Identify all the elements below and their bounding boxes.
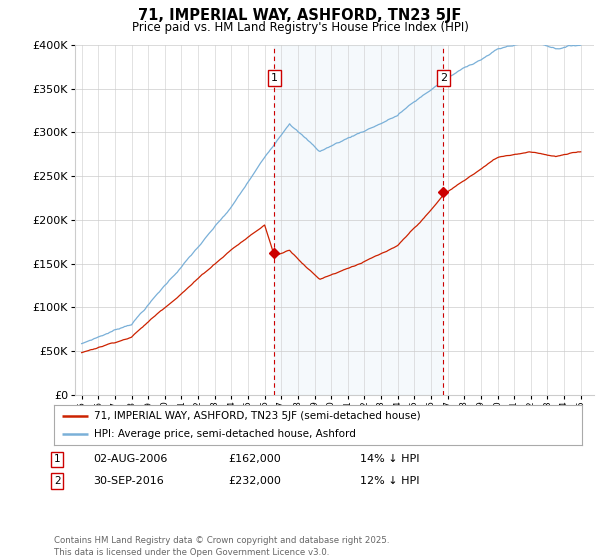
Text: £162,000: £162,000 bbox=[228, 454, 281, 464]
Text: 02-AUG-2006: 02-AUG-2006 bbox=[93, 454, 167, 464]
Bar bbox=[274, 45, 443, 395]
Text: 14% ↓ HPI: 14% ↓ HPI bbox=[360, 454, 419, 464]
Text: 30-SEP-2016: 30-SEP-2016 bbox=[93, 476, 164, 486]
Text: £232,000: £232,000 bbox=[228, 476, 281, 486]
Text: 2: 2 bbox=[440, 73, 447, 83]
Text: Contains HM Land Registry data © Crown copyright and database right 2025.
This d: Contains HM Land Registry data © Crown c… bbox=[54, 536, 389, 557]
Text: Price paid vs. HM Land Registry's House Price Index (HPI): Price paid vs. HM Land Registry's House … bbox=[131, 21, 469, 34]
Text: 71, IMPERIAL WAY, ASHFORD, TN23 5JF: 71, IMPERIAL WAY, ASHFORD, TN23 5JF bbox=[139, 8, 461, 24]
Text: 71, IMPERIAL WAY, ASHFORD, TN23 5JF (semi-detached house): 71, IMPERIAL WAY, ASHFORD, TN23 5JF (sem… bbox=[94, 411, 420, 421]
Text: HPI: Average price, semi-detached house, Ashford: HPI: Average price, semi-detached house,… bbox=[94, 430, 355, 439]
Text: 2: 2 bbox=[54, 476, 61, 486]
Text: 12% ↓ HPI: 12% ↓ HPI bbox=[360, 476, 419, 486]
Text: 1: 1 bbox=[54, 454, 61, 464]
Text: 1: 1 bbox=[271, 73, 278, 83]
